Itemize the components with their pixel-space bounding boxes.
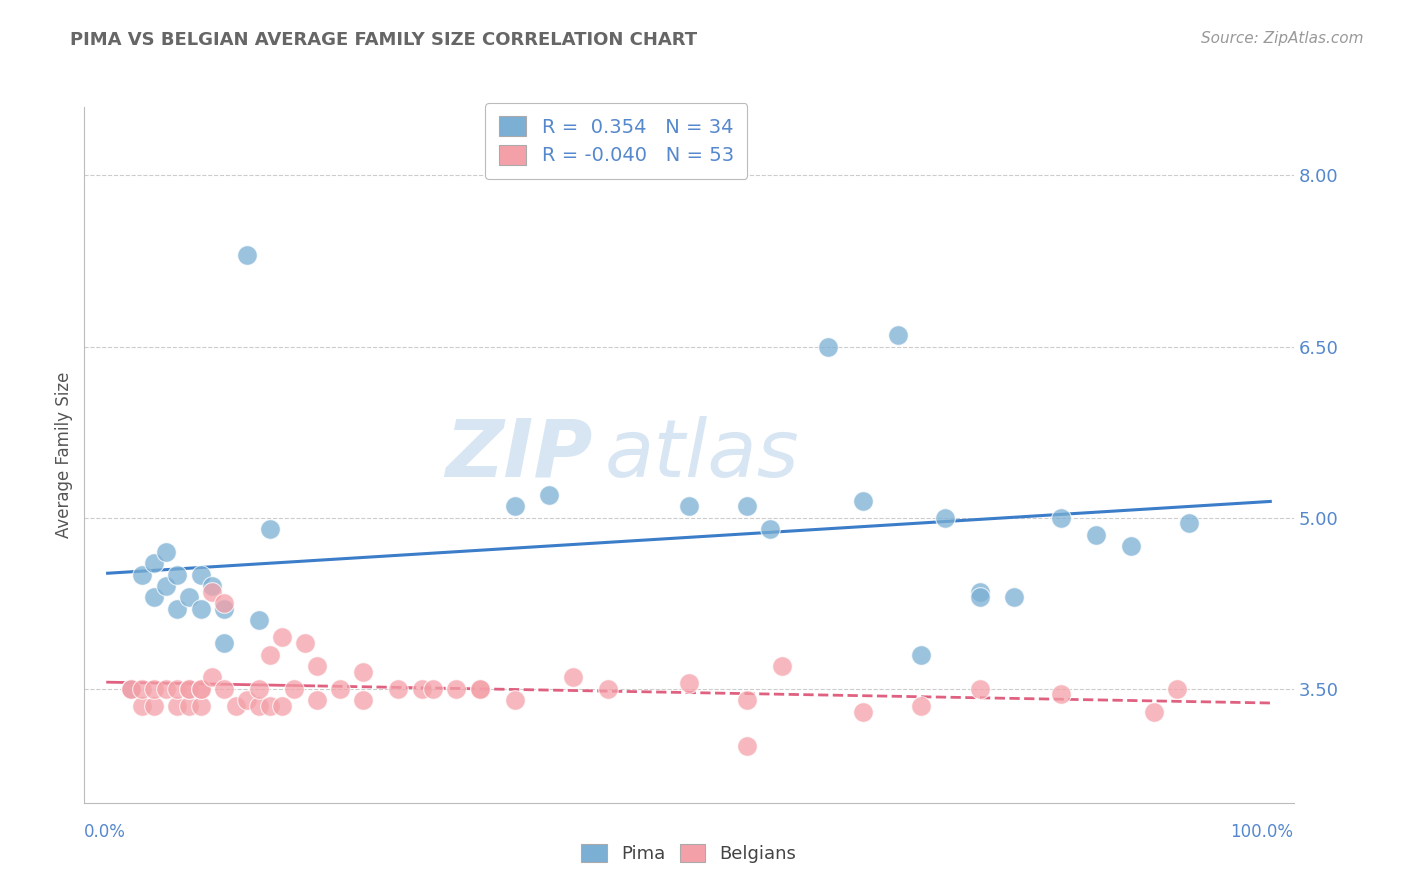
Point [143,556,166,570]
Point [143,591,166,605]
Point [271,631,294,645]
Point [131,681,153,696]
Text: 0.0%: 0.0% [84,823,127,841]
Point [422,681,444,696]
Point [201,584,224,599]
Point [468,681,491,696]
Point [468,681,491,696]
Point [1050,688,1073,702]
Point [887,328,910,343]
Point [1084,528,1107,542]
Point [538,488,561,502]
Point [236,248,259,262]
Text: PIMA VS BELGIAN AVERAGE FAMILY SIZE CORRELATION CHART: PIMA VS BELGIAN AVERAGE FAMILY SIZE CORR… [70,31,697,49]
Point [934,510,956,524]
Text: 100.0%: 100.0% [1230,823,1294,841]
Point [120,681,142,696]
Text: atlas: atlas [605,416,799,494]
Point [1143,705,1166,719]
Point [387,681,409,696]
Point [190,681,212,696]
Point [283,681,305,696]
Point [120,681,142,696]
Point [411,681,433,696]
Point [247,681,270,696]
Point [969,681,991,696]
Point [678,500,700,514]
Point [352,693,374,707]
Point [166,698,188,713]
Point [596,681,619,696]
Point [166,602,188,616]
Point [817,340,839,354]
Point [503,500,526,514]
Point [735,693,758,707]
Text: Source: ZipAtlas.com: Source: ZipAtlas.com [1201,31,1364,46]
Point [190,681,212,696]
Point [852,705,875,719]
Point [177,591,200,605]
Point [190,698,212,713]
Text: ZIP: ZIP [444,416,592,494]
Point [759,522,782,536]
Point [166,567,188,582]
Point [1050,510,1073,524]
Point [852,493,875,508]
Point [259,522,281,536]
Point [969,584,991,599]
Point [259,698,281,713]
Point [166,681,188,696]
Legend: Pima, Belgians: Pima, Belgians [574,837,804,871]
Point [1178,516,1201,531]
Point [446,681,468,696]
Point [910,698,932,713]
Point [190,567,212,582]
Point [120,681,142,696]
Point [155,545,177,559]
Y-axis label: Average Family Size: Average Family Size [55,372,73,538]
Point [201,579,224,593]
Point [225,698,247,713]
Point [352,665,374,679]
Point [678,676,700,690]
Point [177,698,200,713]
Point [131,567,153,582]
Point [143,681,166,696]
Point [212,596,235,610]
Point [735,500,758,514]
Point [735,739,758,753]
Point [212,681,235,696]
Point [247,698,270,713]
Point [305,693,328,707]
Point [201,670,224,684]
Point [247,613,270,627]
Point [1004,591,1026,605]
Point [770,659,793,673]
Point [155,681,177,696]
Point [969,591,991,605]
Point [236,693,259,707]
Point [294,636,316,650]
Point [212,636,235,650]
Point [561,670,583,684]
Point [155,579,177,593]
Point [177,681,200,696]
Point [190,602,212,616]
Point [305,659,328,673]
Point [212,602,235,616]
Point [131,698,153,713]
Point [1119,539,1142,553]
Point [271,698,294,713]
Point [259,648,281,662]
Point [177,681,200,696]
Point [329,681,352,696]
Point [143,698,166,713]
Point [503,693,526,707]
Point [1166,681,1188,696]
Point [910,648,932,662]
